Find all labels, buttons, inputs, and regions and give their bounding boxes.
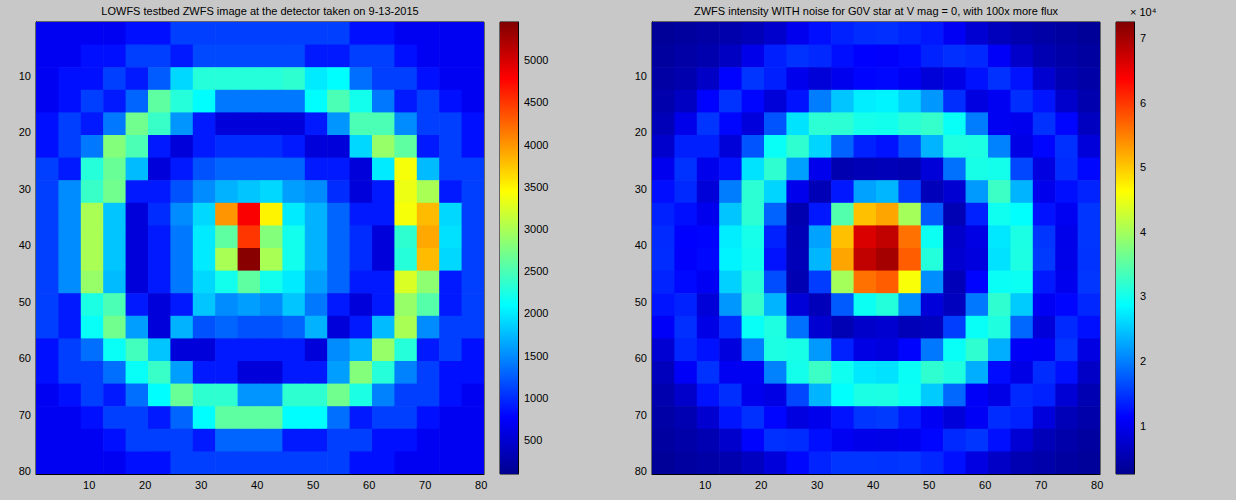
svg-text:30: 30 xyxy=(635,183,647,195)
svg-text:6: 6 xyxy=(1140,97,1146,109)
svg-text:60: 60 xyxy=(363,479,375,491)
svg-text:10: 10 xyxy=(699,479,711,491)
svg-text:2000: 2000 xyxy=(524,307,548,319)
svg-text:3500: 3500 xyxy=(524,181,548,193)
svg-text:5000: 5000 xyxy=(524,54,548,66)
svg-text:LOWFS testbed ZWFS image at th: LOWFS testbed ZWFS image at the detector… xyxy=(101,5,418,17)
svg-text:40: 40 xyxy=(867,479,879,491)
svg-text:5: 5 xyxy=(1140,161,1146,173)
svg-text:2500: 2500 xyxy=(524,265,548,277)
svg-text:7: 7 xyxy=(1140,32,1146,44)
svg-text:40: 40 xyxy=(635,239,647,251)
svg-text:70: 70 xyxy=(419,479,431,491)
svg-text:20: 20 xyxy=(19,126,31,138)
svg-text:20: 20 xyxy=(755,479,767,491)
svg-text:80: 80 xyxy=(475,479,487,491)
svg-text:70: 70 xyxy=(19,409,31,421)
svg-text:10: 10 xyxy=(83,479,95,491)
svg-text:70: 70 xyxy=(635,409,647,421)
svg-text:30: 30 xyxy=(195,479,207,491)
svg-text:× 10⁴: × 10⁴ xyxy=(1130,6,1157,18)
svg-text:40: 40 xyxy=(251,479,263,491)
svg-text:1000: 1000 xyxy=(524,392,548,404)
svg-text:80: 80 xyxy=(19,465,31,477)
svg-text:50: 50 xyxy=(923,479,935,491)
svg-text:20: 20 xyxy=(635,126,647,138)
svg-text:30: 30 xyxy=(19,183,31,195)
svg-text:4500: 4500 xyxy=(524,96,548,108)
svg-text:20: 20 xyxy=(139,479,151,491)
svg-text:30: 30 xyxy=(811,479,823,491)
svg-text:60: 60 xyxy=(979,479,991,491)
svg-text:80: 80 xyxy=(635,465,647,477)
svg-text:2: 2 xyxy=(1140,355,1146,367)
svg-text:50: 50 xyxy=(307,479,319,491)
svg-text:3: 3 xyxy=(1140,290,1146,302)
svg-text:70: 70 xyxy=(1035,479,1047,491)
svg-text:3000: 3000 xyxy=(524,223,548,235)
svg-text:10: 10 xyxy=(19,70,31,82)
svg-text:50: 50 xyxy=(635,296,647,308)
svg-text:1500: 1500 xyxy=(524,350,548,362)
svg-text:4000: 4000 xyxy=(524,139,548,151)
svg-text:500: 500 xyxy=(524,434,542,446)
svg-text:4: 4 xyxy=(1140,226,1146,238)
svg-text:10: 10 xyxy=(635,70,647,82)
svg-text:1: 1 xyxy=(1140,420,1146,432)
svg-text:40: 40 xyxy=(19,239,31,251)
svg-text:60: 60 xyxy=(635,352,647,364)
svg-text:60: 60 xyxy=(19,352,31,364)
svg-text:ZWFS intensity WITH noise for: ZWFS intensity WITH noise for G0V star a… xyxy=(694,5,1059,17)
svg-text:50: 50 xyxy=(19,296,31,308)
svg-text:80: 80 xyxy=(1091,479,1103,491)
